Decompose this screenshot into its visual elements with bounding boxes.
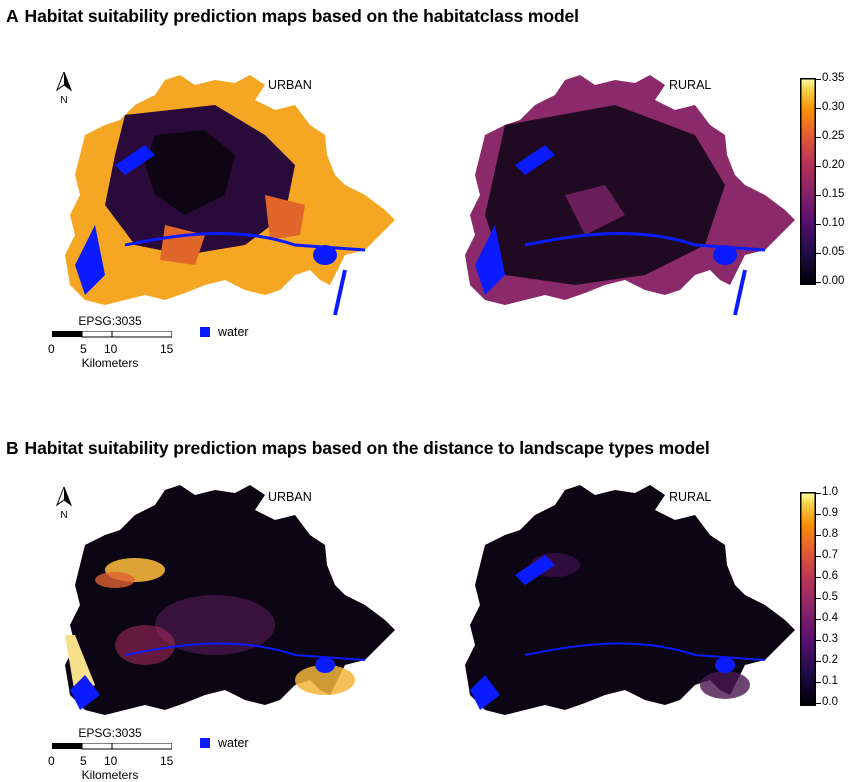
water-label: water	[218, 736, 249, 750]
map-label-urban: URBAN	[268, 78, 312, 92]
scale-tick: 5	[80, 342, 87, 356]
cbar-tick: 0.00	[815, 275, 845, 287]
scale-unit: Kilometers	[81, 768, 139, 782]
cbar-tick: 0.05	[815, 246, 845, 258]
water-swatch	[200, 327, 210, 337]
legend-water: water	[200, 325, 249, 339]
cbar-tick: 0.15	[815, 188, 845, 200]
water-swatch	[200, 738, 210, 748]
panel-a-title: A Habitat suitability prediction maps bas…	[6, 6, 579, 27]
cbar-tick: 1.0	[816, 486, 838, 498]
map-label-rural: RURAL	[669, 78, 712, 92]
panel-b-title: B Habitat suitability prediction maps bas…	[6, 438, 710, 459]
urban-map-b	[65, 485, 395, 715]
scale-tick: 5	[80, 754, 87, 768]
cbar-tick: 0.25	[815, 130, 845, 142]
map-label-rural: RURAL	[669, 490, 712, 504]
north-arrow: N	[55, 70, 73, 106]
scale-tick: 0	[48, 754, 55, 768]
scale-tick: 0	[48, 342, 55, 356]
cbar-tick: 0.5	[816, 591, 838, 603]
north-arrow-icon	[55, 70, 73, 92]
cbar-tick: 0.7	[816, 549, 838, 561]
cbar-tick: 0.4	[816, 612, 838, 624]
scale-bar: EPSG:3035 0 5 10 15 Kilometers	[40, 726, 180, 782]
legend-water: water	[200, 736, 249, 750]
north-arrow: N	[55, 485, 73, 521]
panel-letter: B	[6, 438, 19, 458]
cbar-tick: 0.0	[816, 696, 838, 708]
cbar-tick: 0.3	[816, 633, 838, 645]
water-label: water	[218, 325, 249, 339]
scale-tick: 10	[104, 754, 118, 768]
cbar-tick: 0.20	[815, 159, 845, 171]
scale-crs: EPSG:3035	[78, 314, 142, 328]
scale-unit: Kilometers	[81, 356, 139, 370]
panel-letter: A	[6, 6, 19, 26]
cbar-tick: 0.2	[816, 654, 838, 666]
cbar-tick: 0.35	[815, 72, 845, 84]
rural-map-a	[465, 75, 795, 316]
north-label: N	[60, 95, 68, 106]
cbar-tick: 0.6	[816, 570, 838, 582]
north-arrow-icon	[55, 485, 73, 507]
cbar-tick: 0.9	[816, 507, 838, 519]
cbar-tick: 0.1	[816, 675, 838, 687]
scale-tick: 10	[104, 342, 118, 356]
cbar-tick: 0.30	[815, 101, 845, 113]
map-label-urban: URBAN	[268, 490, 312, 504]
cbar-tick: 0.8	[816, 528, 838, 540]
north-label: N	[60, 510, 68, 521]
rural-map-b	[465, 485, 795, 715]
panel-title-text: Habitat suitability prediction maps base…	[24, 6, 579, 26]
urban-map-a	[65, 75, 395, 316]
scale-crs: EPSG:3035	[78, 726, 142, 740]
cbar-tick: 0.10	[815, 217, 845, 229]
scale-tick: 15	[160, 342, 174, 356]
scale-tick: 15	[160, 754, 174, 768]
panel-title-text: Habitat suitability prediction maps base…	[24, 438, 710, 458]
scale-bar: EPSG:3035 0 5 10 15 Kilometers	[40, 314, 180, 370]
